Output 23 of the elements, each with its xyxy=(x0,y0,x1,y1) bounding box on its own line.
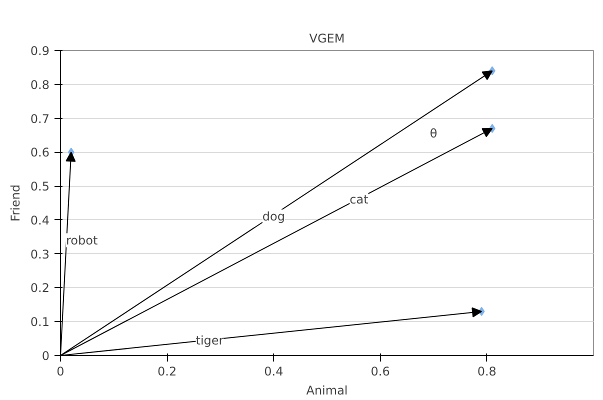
y-tick-label: 0.4 xyxy=(30,213,50,228)
annotation: tiger xyxy=(196,333,224,348)
annotation: robot xyxy=(66,233,98,248)
y-tick-label: 0.7 xyxy=(30,112,50,126)
x-tick-label: 0.8 xyxy=(477,364,496,378)
annotation: θ xyxy=(430,126,438,141)
y-tick-label: 0.2 xyxy=(30,281,50,296)
y-tick-label: 0.3 xyxy=(30,247,50,262)
y-tick-label: 0.5 xyxy=(30,180,50,194)
x-tick-label: 0.4 xyxy=(264,364,284,378)
x-tick-label: 0 xyxy=(56,364,64,378)
y-tick-label: 0.8 xyxy=(30,78,50,92)
y-tick-label: 0.9 xyxy=(30,44,50,58)
y-tick-label: 0.6 xyxy=(30,146,50,160)
x-tick-label: 0.2 xyxy=(158,364,177,378)
annotation: dog xyxy=(262,210,285,224)
chart-title: VGEM xyxy=(309,32,345,46)
x-tick-label: 0.6 xyxy=(370,364,390,378)
y-tick-label: 0.1 xyxy=(30,315,50,330)
y-tick-label: 0 xyxy=(42,349,50,363)
annotation: cat xyxy=(350,192,369,207)
x-axis-title: Animal xyxy=(306,384,348,398)
y-axis-title: Friend xyxy=(8,184,22,222)
